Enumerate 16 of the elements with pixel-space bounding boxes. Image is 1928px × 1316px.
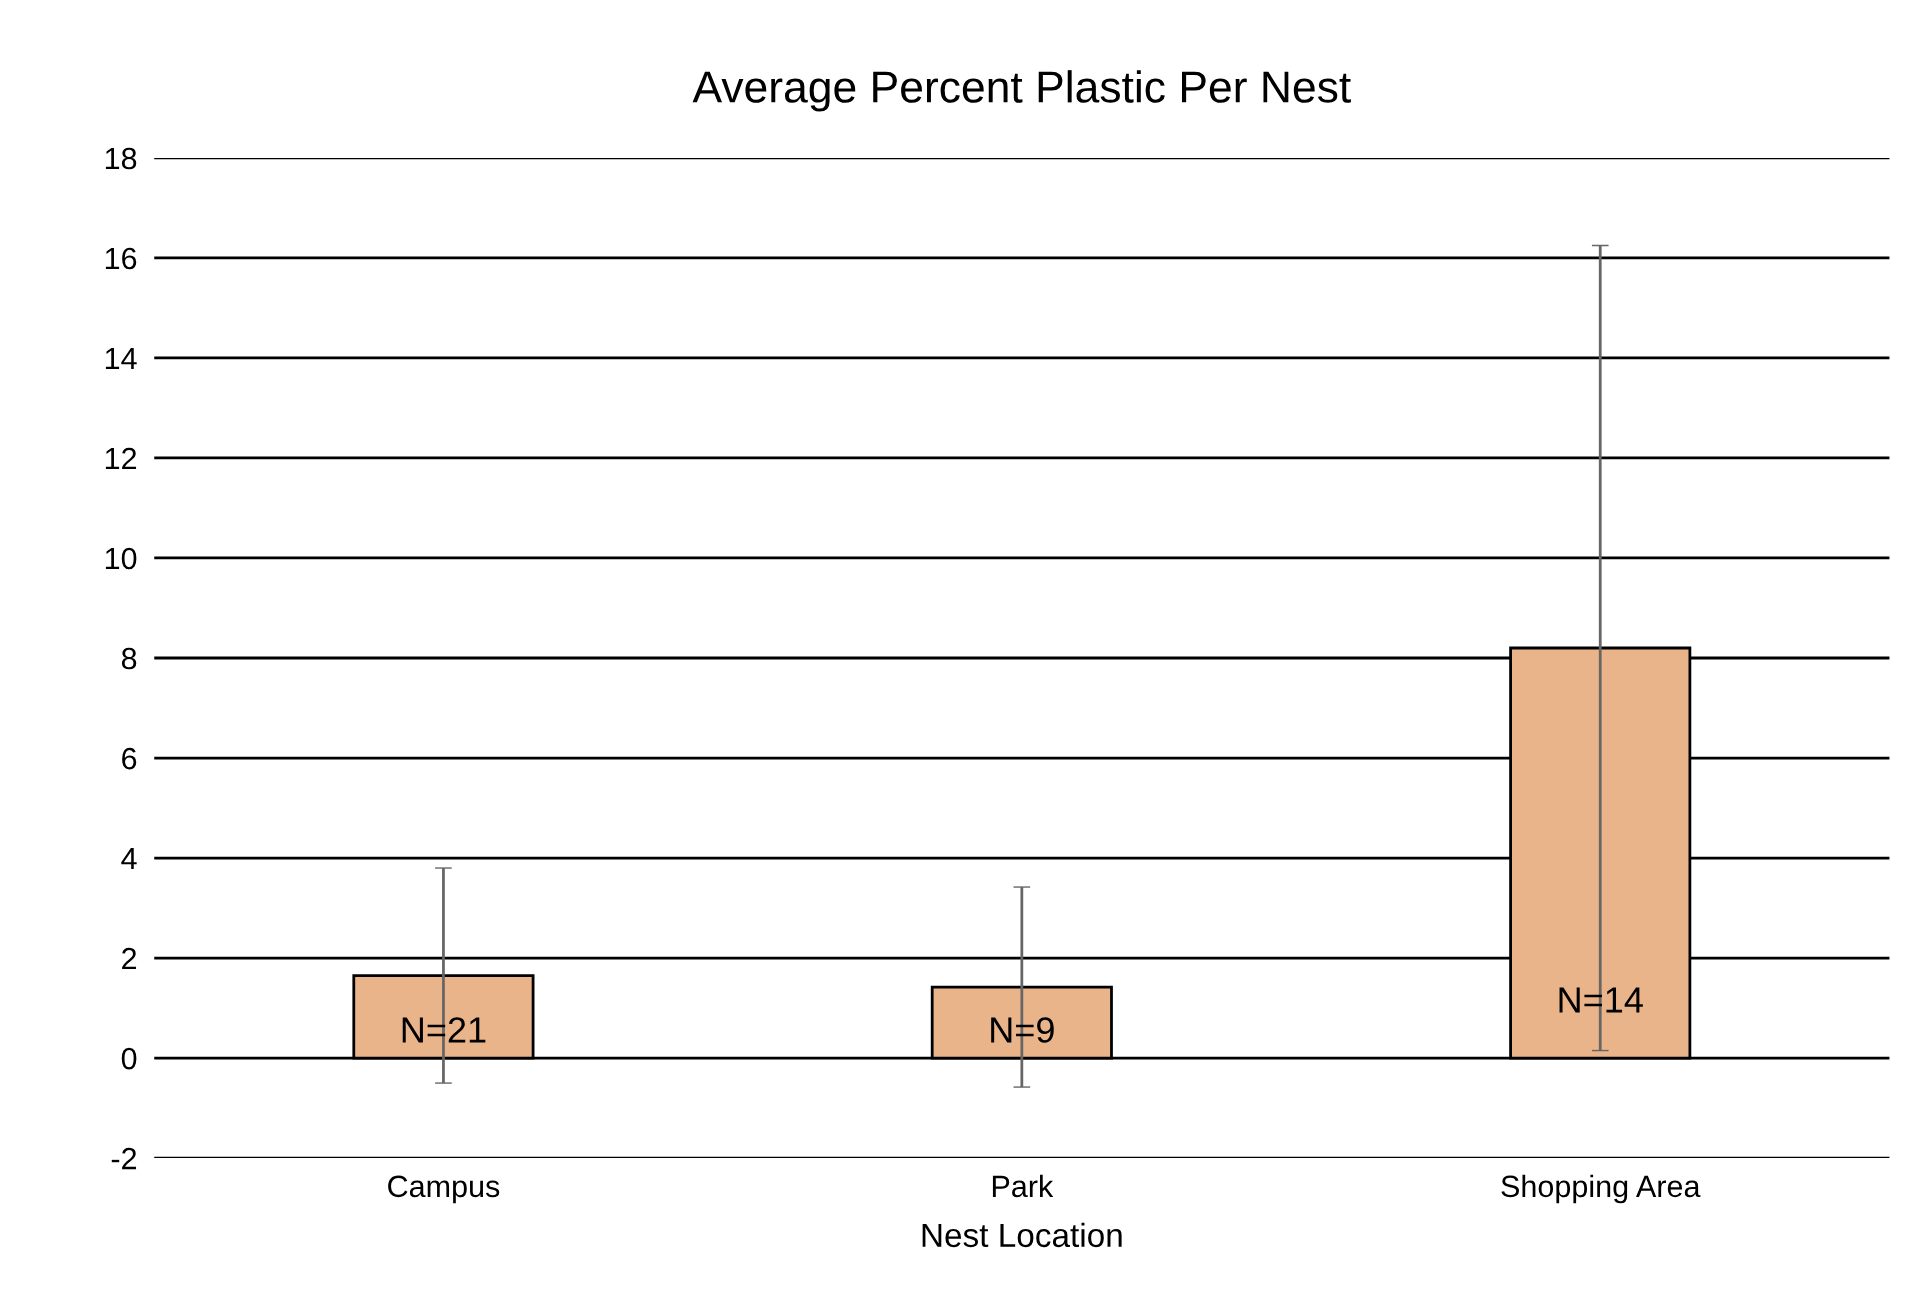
chart-title: Average Percent Plastic Per Nest <box>692 70 1351 112</box>
y-tick-label: 2 <box>122 947 137 970</box>
x-axis-title: Nest Location <box>922 1222 1122 1248</box>
y-tick-label: 18 <box>105 147 137 170</box>
y-tick-label: 16 <box>105 247 137 270</box>
y-tick-label: 0 <box>121 1047 137 1070</box>
y-tick-label: 6 <box>122 747 137 770</box>
x-tick-label: Shopping Area <box>1501 1174 1701 1204</box>
y-tick-label: 12 <box>105 447 137 470</box>
y-tick-label: 14 <box>105 348 137 370</box>
y-tick-label: 8 <box>121 647 137 670</box>
y-tick-label: 4 <box>121 848 137 870</box>
y-tick-label: 10 <box>105 547 137 570</box>
y-tick-label: -2 <box>111 1147 137 1170</box>
x-tick-label: Park <box>992 1174 1054 1198</box>
x-tick-label: Campus <box>388 1175 500 1204</box>
